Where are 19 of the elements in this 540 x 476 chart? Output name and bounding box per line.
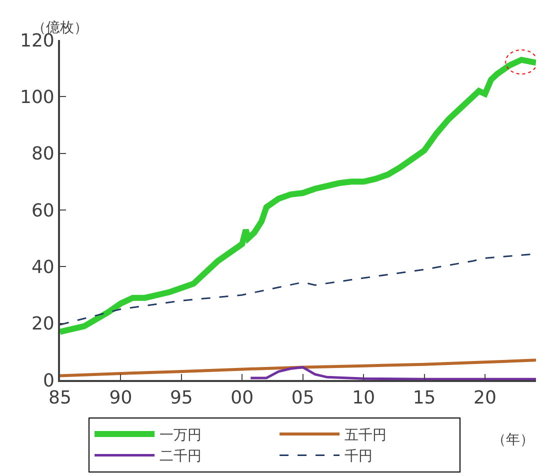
legend-label: 一万円 (160, 427, 202, 444)
x-tick-label: 00 (230, 388, 254, 409)
y-tick-label: 80 (31, 144, 54, 165)
x-axis-title: （年） (492, 432, 534, 448)
legend-label: 千円 (344, 448, 373, 465)
line-series (60, 358, 536, 378)
legend-label: 五千円 (344, 427, 387, 444)
x-tick-label: 05 (291, 388, 314, 409)
y-tick-label: 60 (31, 200, 54, 222)
legend-label: 二千円 (160, 448, 202, 465)
x-tick-label: 20 (474, 388, 496, 409)
x-tick-label: 90 (109, 388, 132, 409)
x-tick-label: 95 (170, 388, 193, 409)
y-tick-label: 20 (31, 314, 54, 335)
x-tick-label: 15 (412, 388, 436, 409)
line-series (249, 366, 536, 380)
y-tick-label: 100 (20, 86, 54, 108)
x-tick-label: 10 (352, 388, 376, 409)
y-tick-label: 40 (31, 256, 54, 278)
